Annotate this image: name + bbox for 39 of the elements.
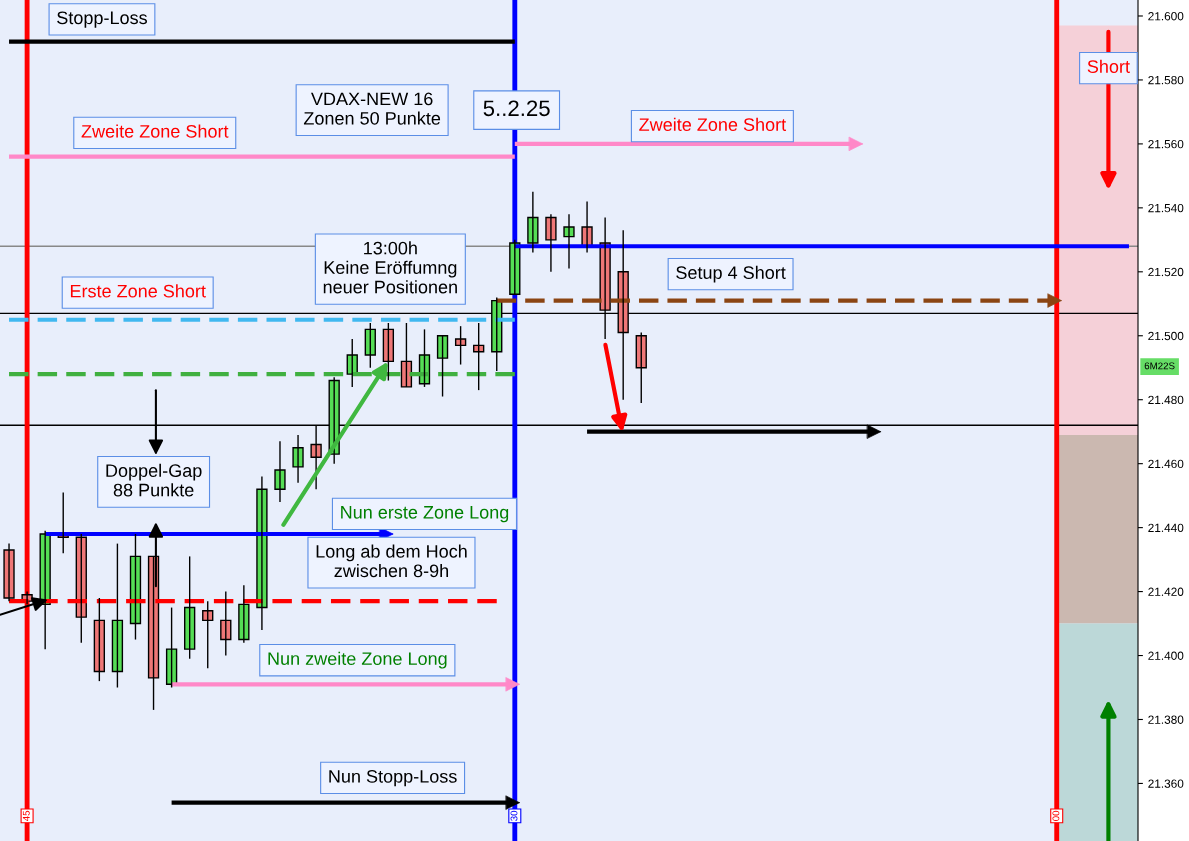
annotation: Long ab dem Hoch zwischen 8-9h (316, 544, 467, 578)
candlestick (545, 213, 557, 273)
y-tick-label: 21.380 (1148, 715, 1184, 724)
y-tick-label: 21.540 (1148, 203, 1184, 213)
candlestick (202, 600, 214, 670)
y-tick-label: 21.600 (1148, 12, 1184, 21)
x-tick-label: 00 (1052, 810, 1060, 821)
annotation: Erste Zone Short (70, 284, 206, 298)
annotation: Nun Stopp-Loss (329, 769, 457, 787)
annotation: 5..2.25 (483, 100, 550, 117)
candlestick (454, 325, 467, 366)
candlestick (436, 335, 449, 398)
annotation: Short (1087, 59, 1130, 73)
annotation: Stopp-Loss (57, 11, 147, 28)
annotation: Zweite Zone Short (81, 124, 229, 138)
y-tick-label: 21.580 (1148, 75, 1184, 85)
y-tick-label: 21.560 (1148, 139, 1184, 149)
annotation: Zweite Zone Short (639, 117, 787, 131)
annotation: Nun erste Zone Long (341, 506, 509, 523)
annotation: Nun zweite Zone Long (268, 651, 447, 669)
y-tick-label: 21.500 (1148, 331, 1184, 341)
y-tick-label: 21.520 (1148, 267, 1184, 277)
text: 6M22S (1144, 362, 1175, 370)
annotation: Setup 4 Short (676, 265, 786, 283)
candlestick (292, 434, 304, 484)
annotation: VDAX-NEW 16 Zonen 50 Punkte (303, 92, 441, 125)
y-tick-label: 21.480 (1148, 395, 1184, 405)
x-tick-label: 30 (510, 810, 518, 821)
candlestick (3, 542, 15, 602)
candlestick (274, 440, 286, 503)
candlestick (563, 213, 575, 270)
y-tick-label: 21.440 (1148, 523, 1184, 533)
x-tick-label: 45 (22, 810, 30, 822)
annotation: Doppel-Gap 88 Punkte (106, 463, 202, 497)
annotation: 13:00h Keine Eröffumng neuer Positionen (323, 241, 457, 294)
y-tick-label: 21.420 (1148, 587, 1184, 596)
y-tick-label: 21.400 (1148, 651, 1184, 660)
y-tick-label: 21.460 (1148, 459, 1184, 469)
y-tick-label: 21.360 (1148, 779, 1184, 788)
